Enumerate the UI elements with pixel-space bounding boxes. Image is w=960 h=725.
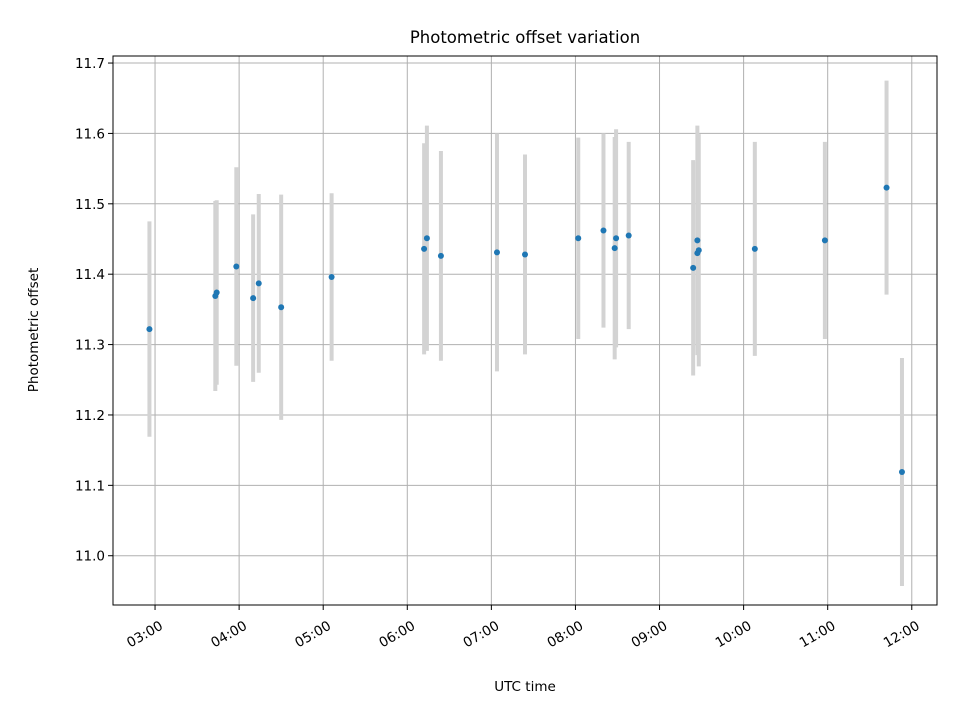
data-point [278, 304, 285, 311]
data-point [522, 251, 528, 258]
y-tick-label: 11.7 [75, 56, 105, 72]
chart-title: Photometric offset variation [410, 28, 640, 47]
data-point [883, 184, 890, 191]
data-point [821, 237, 828, 244]
data-point [255, 280, 262, 287]
data-point [575, 235, 582, 242]
data-point [600, 227, 607, 234]
data-point [898, 468, 905, 475]
data-point [625, 232, 632, 239]
data-point [328, 274, 335, 281]
y-tick-label: 11.1 [75, 478, 105, 494]
y-tick-label: 11.3 [75, 338, 105, 354]
y-axis-ticks: 11.0 11.1 11.2 11.3 11.4 11.5 11.6 11.7 [75, 56, 113, 565]
y-axis-label: Photometric offset [26, 268, 42, 392]
data-point [694, 237, 701, 244]
data-point [423, 235, 430, 242]
data-point [493, 249, 500, 256]
plot-frame [112, 55, 938, 606]
data-point [690, 264, 697, 271]
data-point [213, 289, 220, 296]
x-axis-label: UTC time [494, 679, 556, 695]
data-point [146, 326, 153, 333]
y-tick-label: 11.0 [75, 549, 105, 565]
y-tick-label: 11.5 [75, 197, 105, 213]
data-points [146, 184, 905, 475]
data-point [695, 247, 702, 254]
data-point [233, 263, 240, 270]
data-point [437, 252, 444, 259]
data-point [250, 295, 257, 302]
data-point [421, 245, 428, 252]
data-point [613, 235, 620, 242]
y-tick-label: 11.2 [75, 408, 105, 424]
y-tick-label: 11.6 [75, 126, 105, 142]
data-point [751, 245, 758, 252]
data-point [611, 245, 618, 252]
y-tick-label: 11.4 [75, 267, 105, 283]
